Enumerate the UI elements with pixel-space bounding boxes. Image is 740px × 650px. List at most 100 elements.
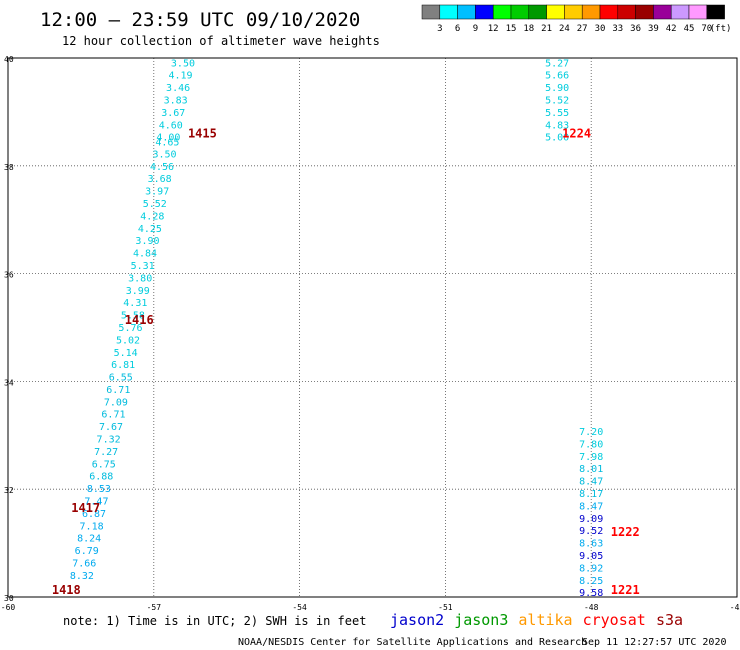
legend-swatch-16 — [706, 4, 725, 20]
swh-value: 5.02 — [116, 335, 140, 346]
legend-label: 27 — [577, 24, 588, 34]
legend-swatch-10 — [599, 4, 619, 20]
swh-value: 5.27 — [545, 58, 569, 69]
satellite-label-cryosat: cryosat — [583, 611, 646, 629]
swh-value: 9.58 — [579, 588, 603, 599]
swh-value: 3.50 — [171, 58, 195, 69]
legend-swatch-11 — [617, 4, 636, 20]
swh-value: 8.01 — [579, 464, 603, 475]
swh-value: 6.87 — [82, 509, 106, 520]
legend-label: 24 — [559, 24, 570, 34]
swh-value: 4.25 — [138, 224, 162, 235]
swh-value: 4.56 — [150, 162, 174, 173]
legend-swatch-12 — [635, 4, 654, 20]
swh-value: 7.20 — [579, 427, 603, 438]
legend-label: 45 — [684, 24, 695, 34]
legend-label: 70 — [701, 24, 712, 34]
legend-swatch-3 — [475, 4, 494, 20]
swh-value: 9.09 — [579, 514, 603, 525]
swh-value: 8.53 — [87, 484, 111, 495]
swh-value: 8.47 — [579, 477, 603, 488]
legend-swatch-7 — [546, 4, 565, 20]
legend-label: 6 — [455, 24, 460, 34]
y-tick-label: 32 — [4, 486, 14, 495]
legend-swatch-5 — [510, 4, 530, 20]
swh-value: 5.90 — [545, 83, 569, 94]
swh-value: 4.31 — [123, 298, 147, 309]
swh-value: 7.32 — [97, 435, 121, 446]
swh-value: 4.65 — [155, 138, 179, 149]
legend-label: 21 — [541, 24, 552, 34]
swh-value: 6.55 — [109, 373, 133, 384]
swh-value: 5.76 — [118, 323, 142, 334]
footer-timestamp: Sep 11 12:27:57 UTC 2020 — [582, 637, 727, 648]
swh-value: 3.50 — [152, 149, 176, 160]
swh-value: 7.09 — [104, 397, 128, 408]
legend-label: 12 — [488, 24, 499, 34]
legend-label: 18 — [523, 24, 534, 34]
legend-unit: (ft) — [710, 24, 732, 34]
swh-value: 8.92 — [579, 563, 603, 574]
swh-value: 6.71 — [106, 385, 130, 396]
swh-value: 8.24 — [77, 534, 101, 545]
pass-time-label: 1418 — [52, 583, 81, 597]
satellite-legend: jason2 jason3 altika cryosat s3a — [390, 611, 683, 629]
swh-value: 3.90 — [135, 236, 159, 247]
swh-value: 6.88 — [89, 472, 113, 483]
swh-value: 7.66 — [72, 559, 96, 570]
chart-title: 12:00 – 23:59 UTC 09/10/2020 — [40, 9, 360, 31]
swh-value: 5.52 — [545, 96, 569, 107]
swh-value: 5.66 — [545, 71, 569, 82]
satellite-label-jason2: jason2 — [390, 611, 444, 629]
swh-value: 7.47 — [84, 497, 108, 508]
data-marks: 3.504.193.463.833.674.604.004.653.504.56… — [52, 58, 640, 599]
swh-value: 7.80 — [579, 439, 603, 450]
x-tick-label: -57 — [147, 603, 162, 612]
pass-time-label: 1416 — [125, 313, 154, 327]
swh-value: 7.27 — [94, 447, 118, 458]
x-tick-label: -45 — [730, 603, 740, 612]
legend-swatch-9 — [581, 4, 601, 20]
pass-time-label: 1221 — [611, 583, 640, 597]
satellite-label-jason3: jason3 — [454, 611, 508, 629]
swh-value: 4.60 — [159, 120, 183, 131]
legend-label: 15 — [506, 24, 517, 34]
plot-grid — [7, 57, 738, 598]
x-tick-label: -60 — [1, 603, 16, 612]
swh-value: 3.83 — [164, 96, 188, 107]
legend-swatch-8 — [564, 4, 583, 20]
swh-value: 6.71 — [101, 410, 125, 421]
swh-value: 4.83 — [545, 120, 569, 131]
legend-swatch-13 — [653, 4, 672, 20]
y-tick-label: 38 — [4, 163, 14, 172]
swh-value: 3.97 — [145, 187, 169, 198]
swh-value: 8.63 — [579, 539, 603, 550]
satellite-label-altika: altika — [518, 611, 572, 629]
legend-label: 36 — [630, 24, 641, 34]
swh-value: 3.46 — [166, 83, 190, 94]
plot-frame — [7, 57, 738, 598]
x-tick-label: -48 — [584, 603, 599, 612]
y-tick-label: 34 — [4, 378, 14, 387]
y-tick-label: 36 — [4, 271, 14, 280]
legend-swatch-2 — [457, 4, 476, 20]
y-tick-labels: 30 32 34 36 38 40 — [4, 55, 14, 603]
legend-swatch-14 — [670, 4, 690, 20]
swh-value: 8.47 — [579, 501, 603, 512]
swh-value: 5.58 — [121, 311, 145, 322]
footer-credit: NOAA/NESDIS Center for Satellite Applica… — [238, 637, 587, 648]
swh-value: 8.32 — [70, 571, 94, 582]
swh-value: 8.25 — [579, 576, 603, 587]
swh-value: 9.05 — [579, 551, 603, 562]
swh-value: 3.68 — [148, 174, 172, 185]
swh-value: 4.00 — [156, 133, 180, 144]
swh-value: 6.79 — [75, 546, 99, 557]
swh-value: 3.99 — [126, 286, 150, 297]
legend-swatch-4 — [492, 4, 512, 20]
footer-note: note: 1) Time is in UTC; 2) SWH is in fe… — [63, 614, 366, 628]
pass-time-label: 1415 — [188, 126, 217, 140]
swh-value: 7.67 — [99, 422, 123, 433]
swh-value: 5.55 — [545, 108, 569, 119]
swh-value: 4.84 — [133, 249, 157, 260]
